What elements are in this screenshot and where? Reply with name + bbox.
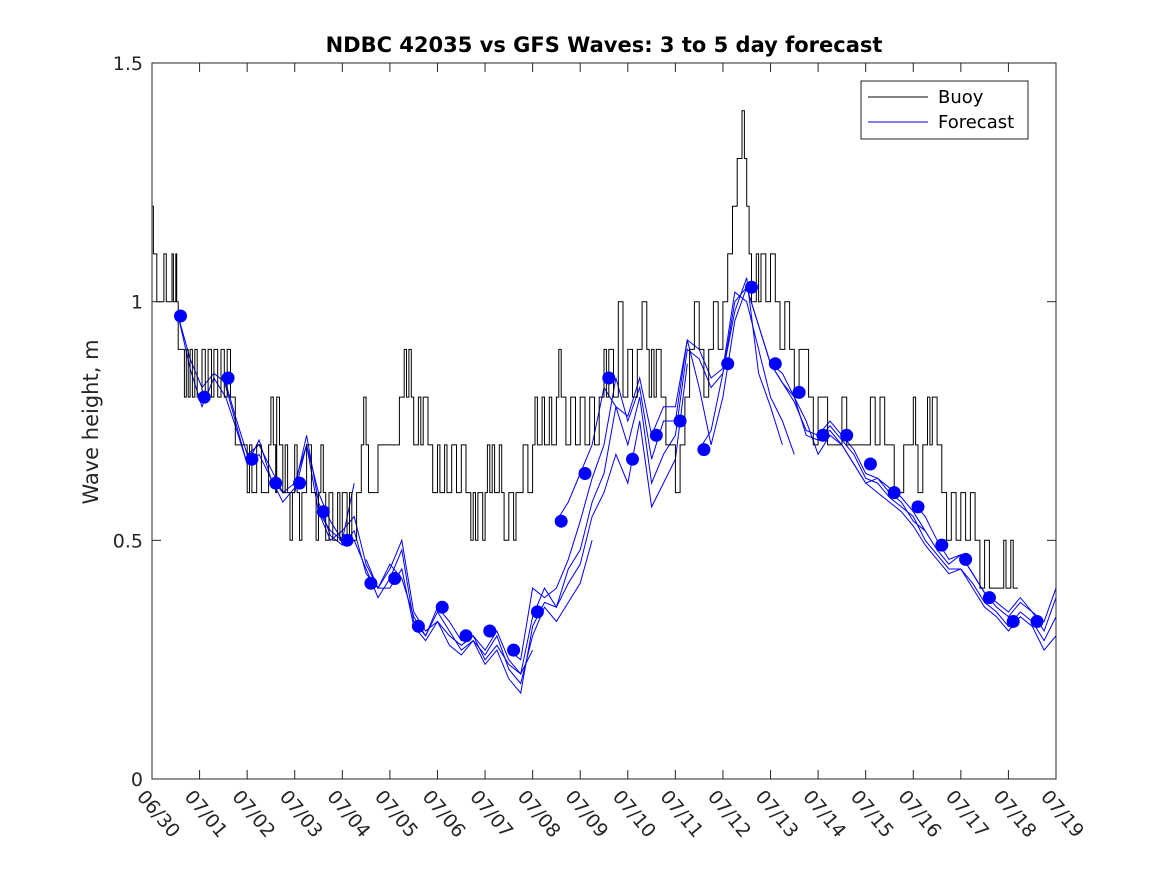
forecast-marker-29 xyxy=(863,457,877,471)
forecast-marker-35 xyxy=(1006,615,1020,628)
forecast-marker-3 xyxy=(245,452,259,466)
forecast-line-5 xyxy=(365,277,783,676)
forecast-marker-0 xyxy=(174,309,187,323)
forecast-marker-20 xyxy=(649,428,663,442)
forecast-marker-36 xyxy=(1030,615,1044,628)
axes-box xyxy=(151,62,1057,780)
y-tick-label-1: 0.5 xyxy=(113,530,143,552)
y-tick-label-0: 0 xyxy=(131,769,143,791)
forecast-marker-28 xyxy=(840,428,854,442)
axes-background xyxy=(152,63,1056,779)
forecast-marker-2 xyxy=(221,371,235,385)
forecast-marker-32 xyxy=(935,538,949,552)
forecast-marker-23 xyxy=(721,357,735,371)
forecast-marker-10 xyxy=(411,619,425,633)
forecast-marker-33 xyxy=(959,552,973,566)
legend-label-forecast: Forecast xyxy=(938,112,1014,133)
forecast-marker-9 xyxy=(388,572,402,585)
forecast-marker-8 xyxy=(364,576,378,590)
forecast-marker-7 xyxy=(340,533,354,547)
y-tick-label-3: 1.5 xyxy=(113,53,143,75)
legend-label-buoy: Buoy xyxy=(938,87,984,108)
forecast-line-8 xyxy=(698,286,1056,642)
y-tick-label-2: 1 xyxy=(131,292,143,314)
forecast-marker-13 xyxy=(483,624,497,638)
forecast-marker-24 xyxy=(745,280,758,294)
forecast-marker-17 xyxy=(578,467,592,480)
legend-box xyxy=(860,80,1029,140)
forecast-marker-14 xyxy=(507,643,521,657)
forecast-marker-4 xyxy=(269,476,283,490)
forecast-marker-12 xyxy=(459,629,473,643)
forecast-marker-16 xyxy=(554,514,568,528)
forecast-marker-27 xyxy=(816,428,830,442)
forecast-marker-18 xyxy=(602,371,616,385)
forecast-marker-1 xyxy=(197,390,211,404)
forecast-marker-34 xyxy=(982,591,996,605)
legend: Buoy Forecast xyxy=(860,80,1029,140)
forecast-marker-22 xyxy=(697,443,711,457)
forecast-marker-31 xyxy=(911,500,925,514)
forecast-line-4 xyxy=(318,363,688,695)
forecast-marker-6 xyxy=(316,505,330,519)
chart-title: NDBC 42035 vs GFS Waves: 3 to 5 day fore… xyxy=(326,33,883,57)
forecast-line-6 xyxy=(508,291,795,661)
forecast-marker-5 xyxy=(293,476,306,490)
forecast-line-11 xyxy=(912,501,1056,623)
plot-area: 00.511.506/3007/0107/0207/0307/0407/0507… xyxy=(113,53,1088,842)
y-axis-label: Wave height, m xyxy=(79,339,103,504)
forecast-marker-21 xyxy=(673,414,687,428)
buoy-line xyxy=(152,110,1018,589)
data-layer xyxy=(152,110,1056,695)
forecast-marker-26 xyxy=(792,385,806,399)
forecast-marker-19 xyxy=(626,452,639,466)
forecast-marker-30 xyxy=(887,486,901,500)
forecast-marker-25 xyxy=(768,357,782,371)
forecast-marker-15 xyxy=(530,605,544,619)
forecast-marker-11 xyxy=(435,600,449,614)
